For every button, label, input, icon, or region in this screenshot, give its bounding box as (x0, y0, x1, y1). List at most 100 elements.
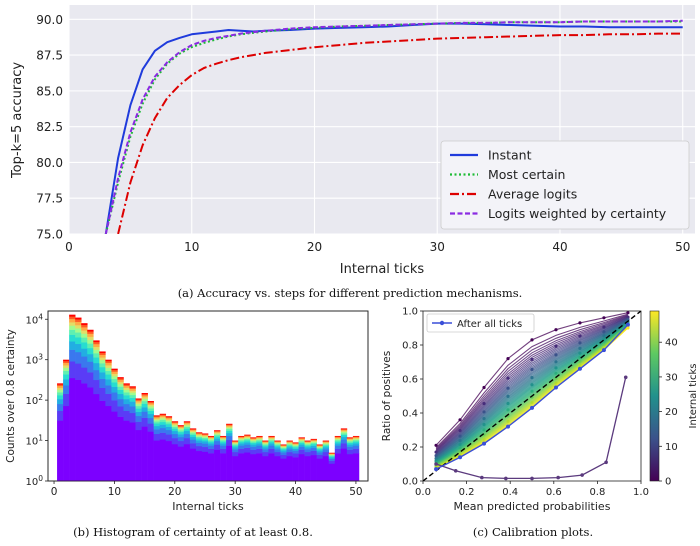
bar-segment (286, 441, 293, 443)
histogram-bar (346, 437, 354, 482)
bar-segment (69, 316, 76, 320)
bar-segment (129, 412, 136, 423)
bar-segment (147, 417, 154, 424)
bar-segment (81, 330, 88, 334)
tick-point (554, 328, 558, 332)
histogram-bar (286, 440, 293, 482)
bar-segment (298, 442, 305, 445)
bar-segment (69, 314, 76, 317)
bar-segment (208, 437, 215, 440)
bar-segment (81, 337, 88, 343)
y-tick-label: 103 (25, 353, 43, 367)
bar-segment (159, 419, 167, 423)
bar-segment (99, 363, 106, 368)
bar-segment (340, 443, 348, 449)
bar-segment (183, 433, 191, 439)
y-tick-label: 100 (25, 474, 43, 488)
bar-segment (328, 453, 336, 455)
calibration-y-ticks: 0.0 0.2 0.4 0.6 0.8 1.0 (402, 307, 423, 488)
bar-segment (81, 356, 88, 368)
bar-segment (232, 447, 239, 450)
after-all-ticks-point (601, 348, 606, 353)
bar-segment (244, 442, 251, 445)
bar-segment (298, 440, 305, 442)
bar-segment (129, 388, 136, 391)
bar-segment (316, 445, 324, 447)
bar-segment (322, 451, 330, 457)
histogram-y-ticks: 100 101 102 103 104 (25, 312, 48, 488)
bar-segment (286, 440, 293, 442)
tick-curve (435, 321, 629, 460)
bar-segment (298, 437, 305, 439)
bar-segment (334, 435, 342, 437)
bar-segment (304, 440, 311, 442)
bar-segment (244, 440, 251, 443)
bar-segment (153, 429, 160, 435)
bar-segment (189, 443, 197, 449)
bar-segment (75, 363, 82, 380)
bar-segment (238, 445, 245, 449)
bar-segment (340, 434, 348, 438)
bar-segment (238, 441, 245, 444)
bar-segment (129, 392, 136, 396)
bar-segment (334, 437, 342, 440)
after-all-ticks-point (482, 441, 487, 446)
first-tick-point (623, 375, 628, 380)
bar-segment (195, 432, 203, 434)
bar-segment (201, 439, 209, 442)
bar-segment (286, 455, 293, 482)
histogram-bar (322, 440, 330, 482)
bar-segment (111, 378, 118, 383)
bar-segment (262, 449, 269, 453)
after-all-ticks-point (625, 322, 630, 327)
bar-segment (123, 387, 130, 390)
bar-segment (334, 445, 342, 449)
bar-segment (208, 436, 215, 438)
bar-segment (81, 348, 88, 357)
bar-segment (232, 442, 239, 444)
bar-segment (304, 444, 311, 446)
bar-segment (256, 437, 263, 440)
bar-segment (75, 328, 82, 333)
bar-segment (310, 454, 317, 482)
bar-segment (129, 422, 136, 482)
bar-segment (165, 429, 173, 435)
histogram-bar (340, 428, 348, 482)
first-tick-point (453, 469, 458, 473)
legend-label: After all ticks (457, 319, 522, 330)
bar-segment (352, 435, 360, 437)
bar-segment (171, 433, 179, 439)
tick-point (602, 316, 606, 320)
bar-segment (177, 431, 185, 435)
y-tick-label: 77.5 (36, 192, 63, 206)
bar-segment (111, 400, 118, 412)
bar-segment (135, 429, 142, 482)
bar-segment (292, 442, 299, 444)
bar-segment (220, 437, 227, 440)
bar-segment (250, 442, 257, 445)
bar-segment (226, 430, 233, 434)
tick-point (578, 321, 582, 325)
bar-segment (81, 323, 88, 326)
calibration-legend: After all ticks (426, 313, 535, 333)
bar-segment (117, 393, 124, 400)
bar-segment (352, 443, 360, 446)
histogram-bar (304, 440, 311, 482)
bar-segment (159, 418, 167, 421)
y-tick-label: 0.4 (402, 409, 418, 420)
accuracy-legend-box (440, 140, 690, 230)
bar-segment (214, 430, 221, 432)
histogram-bars (57, 314, 360, 482)
histogram-bar (165, 416, 173, 482)
bar-segment (208, 441, 215, 444)
bar-segment (147, 431, 154, 482)
bar-segment (201, 437, 209, 440)
bar-segment (226, 439, 233, 446)
bar-segment (195, 433, 203, 435)
bar-segment (159, 432, 167, 440)
bar-segment (286, 444, 293, 446)
bar-segment (238, 453, 245, 482)
bar-segment (123, 403, 130, 411)
bar-segment (189, 429, 197, 432)
bar-segment (111, 373, 118, 377)
